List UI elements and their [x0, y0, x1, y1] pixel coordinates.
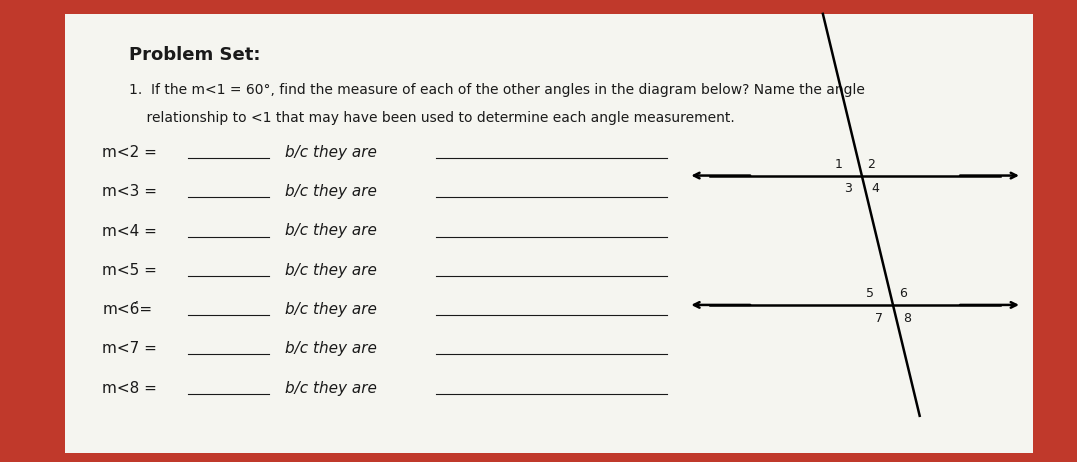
Text: m<4 =: m<4 = — [102, 224, 157, 238]
Text: 8: 8 — [903, 311, 911, 325]
FancyBboxPatch shape — [65, 14, 1033, 453]
Text: m<8 =: m<8 = — [102, 381, 157, 395]
Text: Problem Set:: Problem Set: — [129, 46, 261, 64]
Text: 1.  If the m<1 = 60°, find the measure of each of the other angles in the diagra: 1. If the m<1 = 60°, find the measure of… — [129, 83, 865, 97]
Text: m<3 =: m<3 = — [102, 184, 157, 199]
Text: m<5 =: m<5 = — [102, 263, 157, 278]
Text: 6: 6 — [899, 287, 907, 300]
Text: b/c they are: b/c they are — [285, 184, 377, 199]
Text: relationship to <1 that may have been used to determine each angle measurement.: relationship to <1 that may have been us… — [129, 111, 735, 125]
Text: b/c they are: b/c they are — [285, 145, 377, 160]
Text: m<7 =: m<7 = — [102, 341, 157, 356]
Text: b/c they are: b/c they are — [285, 263, 377, 278]
Text: m<6́=: m<6́= — [102, 302, 152, 317]
Text: 5: 5 — [866, 287, 873, 300]
Text: 3: 3 — [844, 182, 852, 195]
Text: 7: 7 — [876, 311, 883, 325]
Text: b/c they are: b/c they are — [285, 302, 377, 317]
Text: 4: 4 — [871, 182, 879, 195]
Text: 2: 2 — [868, 158, 876, 170]
Text: b/c they are: b/c they are — [285, 341, 377, 356]
Text: m<2 =: m<2 = — [102, 145, 157, 160]
Text: b/c they are: b/c they are — [285, 381, 377, 395]
Text: 1: 1 — [835, 158, 842, 170]
Text: b/c they are: b/c they are — [285, 224, 377, 238]
